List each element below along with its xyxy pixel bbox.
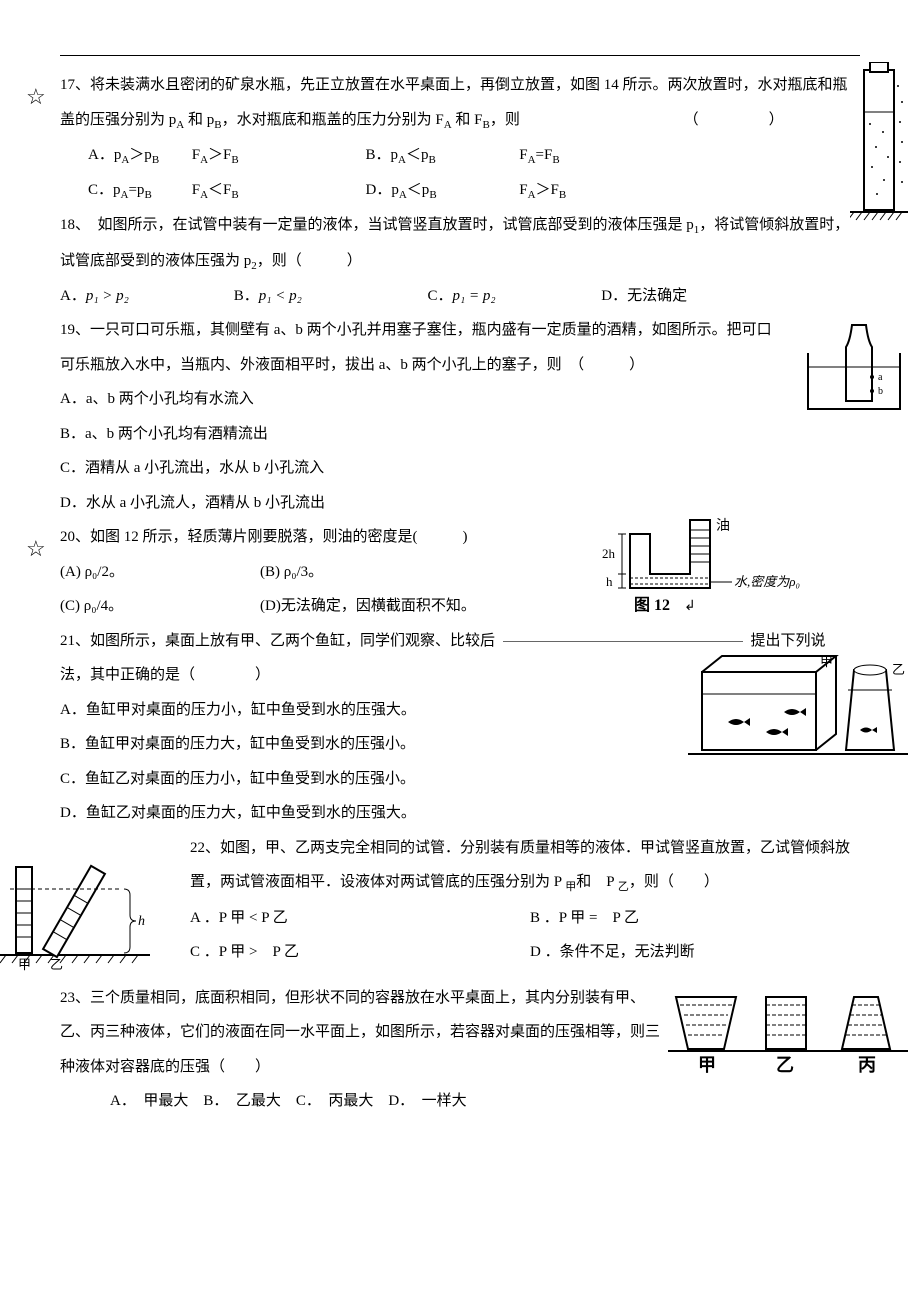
q19-opt-c: C．酒精从 a 小孔流出，水从 b 小孔流入	[60, 451, 860, 486]
q19-opt-d: D．水从 a 小孔流人，酒精从 b 小孔流出	[60, 486, 860, 521]
svg-text:h: h	[606, 574, 613, 589]
q23-figure-containers: 甲 乙 丙	[668, 987, 908, 1077]
svg-text:a: a	[878, 372, 883, 383]
q19-opt-a: A．a、b 两个小孔均有水流入	[60, 382, 860, 417]
svg-text:甲: 甲	[820, 654, 833, 669]
svg-text:甲: 甲	[698, 1055, 716, 1075]
svg-text:乙: 乙	[776, 1055, 794, 1075]
q19-opt-b: B．a、b 两个小孔均有酒精流出	[60, 417, 860, 452]
q23-text: 23、三个质量相同，底面积相同，但形状不同的容器放在水平桌面上，其内分别装有甲、…	[60, 981, 660, 1085]
q22-row2: C ．P 甲 > P 乙D ．条件不足，无法判断	[190, 935, 860, 970]
question-21: 21、如图所示，桌面上放有甲、乙两个鱼缸，同学们观察、比较后 提出下列说 法，其…	[60, 624, 860, 831]
svg-text:h: h	[138, 914, 145, 929]
svg-text:丙: 丙	[858, 1055, 876, 1075]
svg-text:2h: 2h	[602, 546, 616, 561]
question-18: 18、 如图所示，在试管中装有一定量的液体，当试管竖直放置时，试管底部受到的液体…	[60, 208, 860, 313]
q18-options: A．p₁ > p₂ B．p₁ < p₂ C．p₁ = p₂ D．无法确定	[60, 279, 860, 314]
q23-options: A． 甲最大 B． 乙最大 C． 丙最大 D． 一样大	[60, 1084, 860, 1119]
question-23: 23、三个质量相同，底面积相同，但形状不同的容器放在水平桌面上，其内分别装有甲、…	[60, 981, 860, 1119]
svg-text:图 12: 图 12	[634, 596, 670, 614]
question-17: ☆ 17、将未装满水且密闭的矿泉水瓶，先正立放置在水平桌面上，再倒立放置，如图 …	[60, 68, 860, 208]
q18-text: 18、 如图所示，在试管中装有一定量的液体，当试管竖直放置时，试管底部受到的液体…	[60, 217, 849, 268]
svg-text:甲: 甲	[18, 957, 31, 971]
q19-figure-bottle-in-basin: a b	[806, 323, 902, 423]
question-22: 22、如图，甲、乙两支完全相同的试管．分别装有质量相等的液体．甲试管竖直放置，乙…	[60, 831, 860, 981]
svg-text:乙: 乙	[50, 957, 63, 971]
svg-text:↲: ↲	[684, 599, 696, 614]
q20-figure-utub: 2h h 油 水,密度为ρ₀ 图 12 ↲	[600, 516, 830, 616]
q19-text: 19、一只可口可乐瓶，其侧壁有 a、b 两个小孔并用塞子塞住，瓶内盛有一定质量的…	[60, 313, 780, 382]
svg-text:水,密度为ρ₀: 水,密度为ρ₀	[734, 574, 800, 589]
svg-text:b: b	[878, 386, 883, 397]
q17-options-row2: C．pA=pB FA＜FB D．pA＜pB FA＞FB	[60, 173, 860, 208]
svg-text:乙: 乙	[892, 662, 905, 677]
q22-row1: A ．P 甲 < P 乙B ．P 甲 = P 乙	[190, 901, 860, 936]
q17-text: 17、将未装满水且密闭的矿泉水瓶，先正立放置在水平桌面上，再倒立放置，如图 14…	[60, 77, 848, 128]
svg-text:油: 油	[716, 518, 730, 534]
q21-opt-d: D．鱼缸乙对桌面的压力大，缸中鱼受到水的压强大。	[60, 796, 860, 831]
q17-options-row1: A．pA＞pB FA＞FB B．pA＜pB FA=FB	[60, 138, 860, 173]
q22-figure-tubes: h 甲 乙	[0, 861, 150, 971]
star-icon: ☆	[26, 524, 46, 575]
q21-figure-fish-tanks: 甲 乙	[688, 642, 908, 772]
question-19: 19、一只可口可乐瓶，其侧壁有 a、b 两个小孔并用塞子塞住，瓶内盛有一定质量的…	[60, 313, 860, 520]
top-rule	[60, 55, 860, 56]
star-icon: ☆	[26, 72, 46, 123]
question-20: ☆ 20、如图 12 所示，轻质薄片刚要脱落，则油的密度是( ) (A) ρ₀/…	[60, 520, 860, 624]
q22-text: 22、如图，甲、乙两支完全相同的试管．分别装有质量相等的液体．甲试管竖直放置，乙…	[190, 831, 860, 901]
